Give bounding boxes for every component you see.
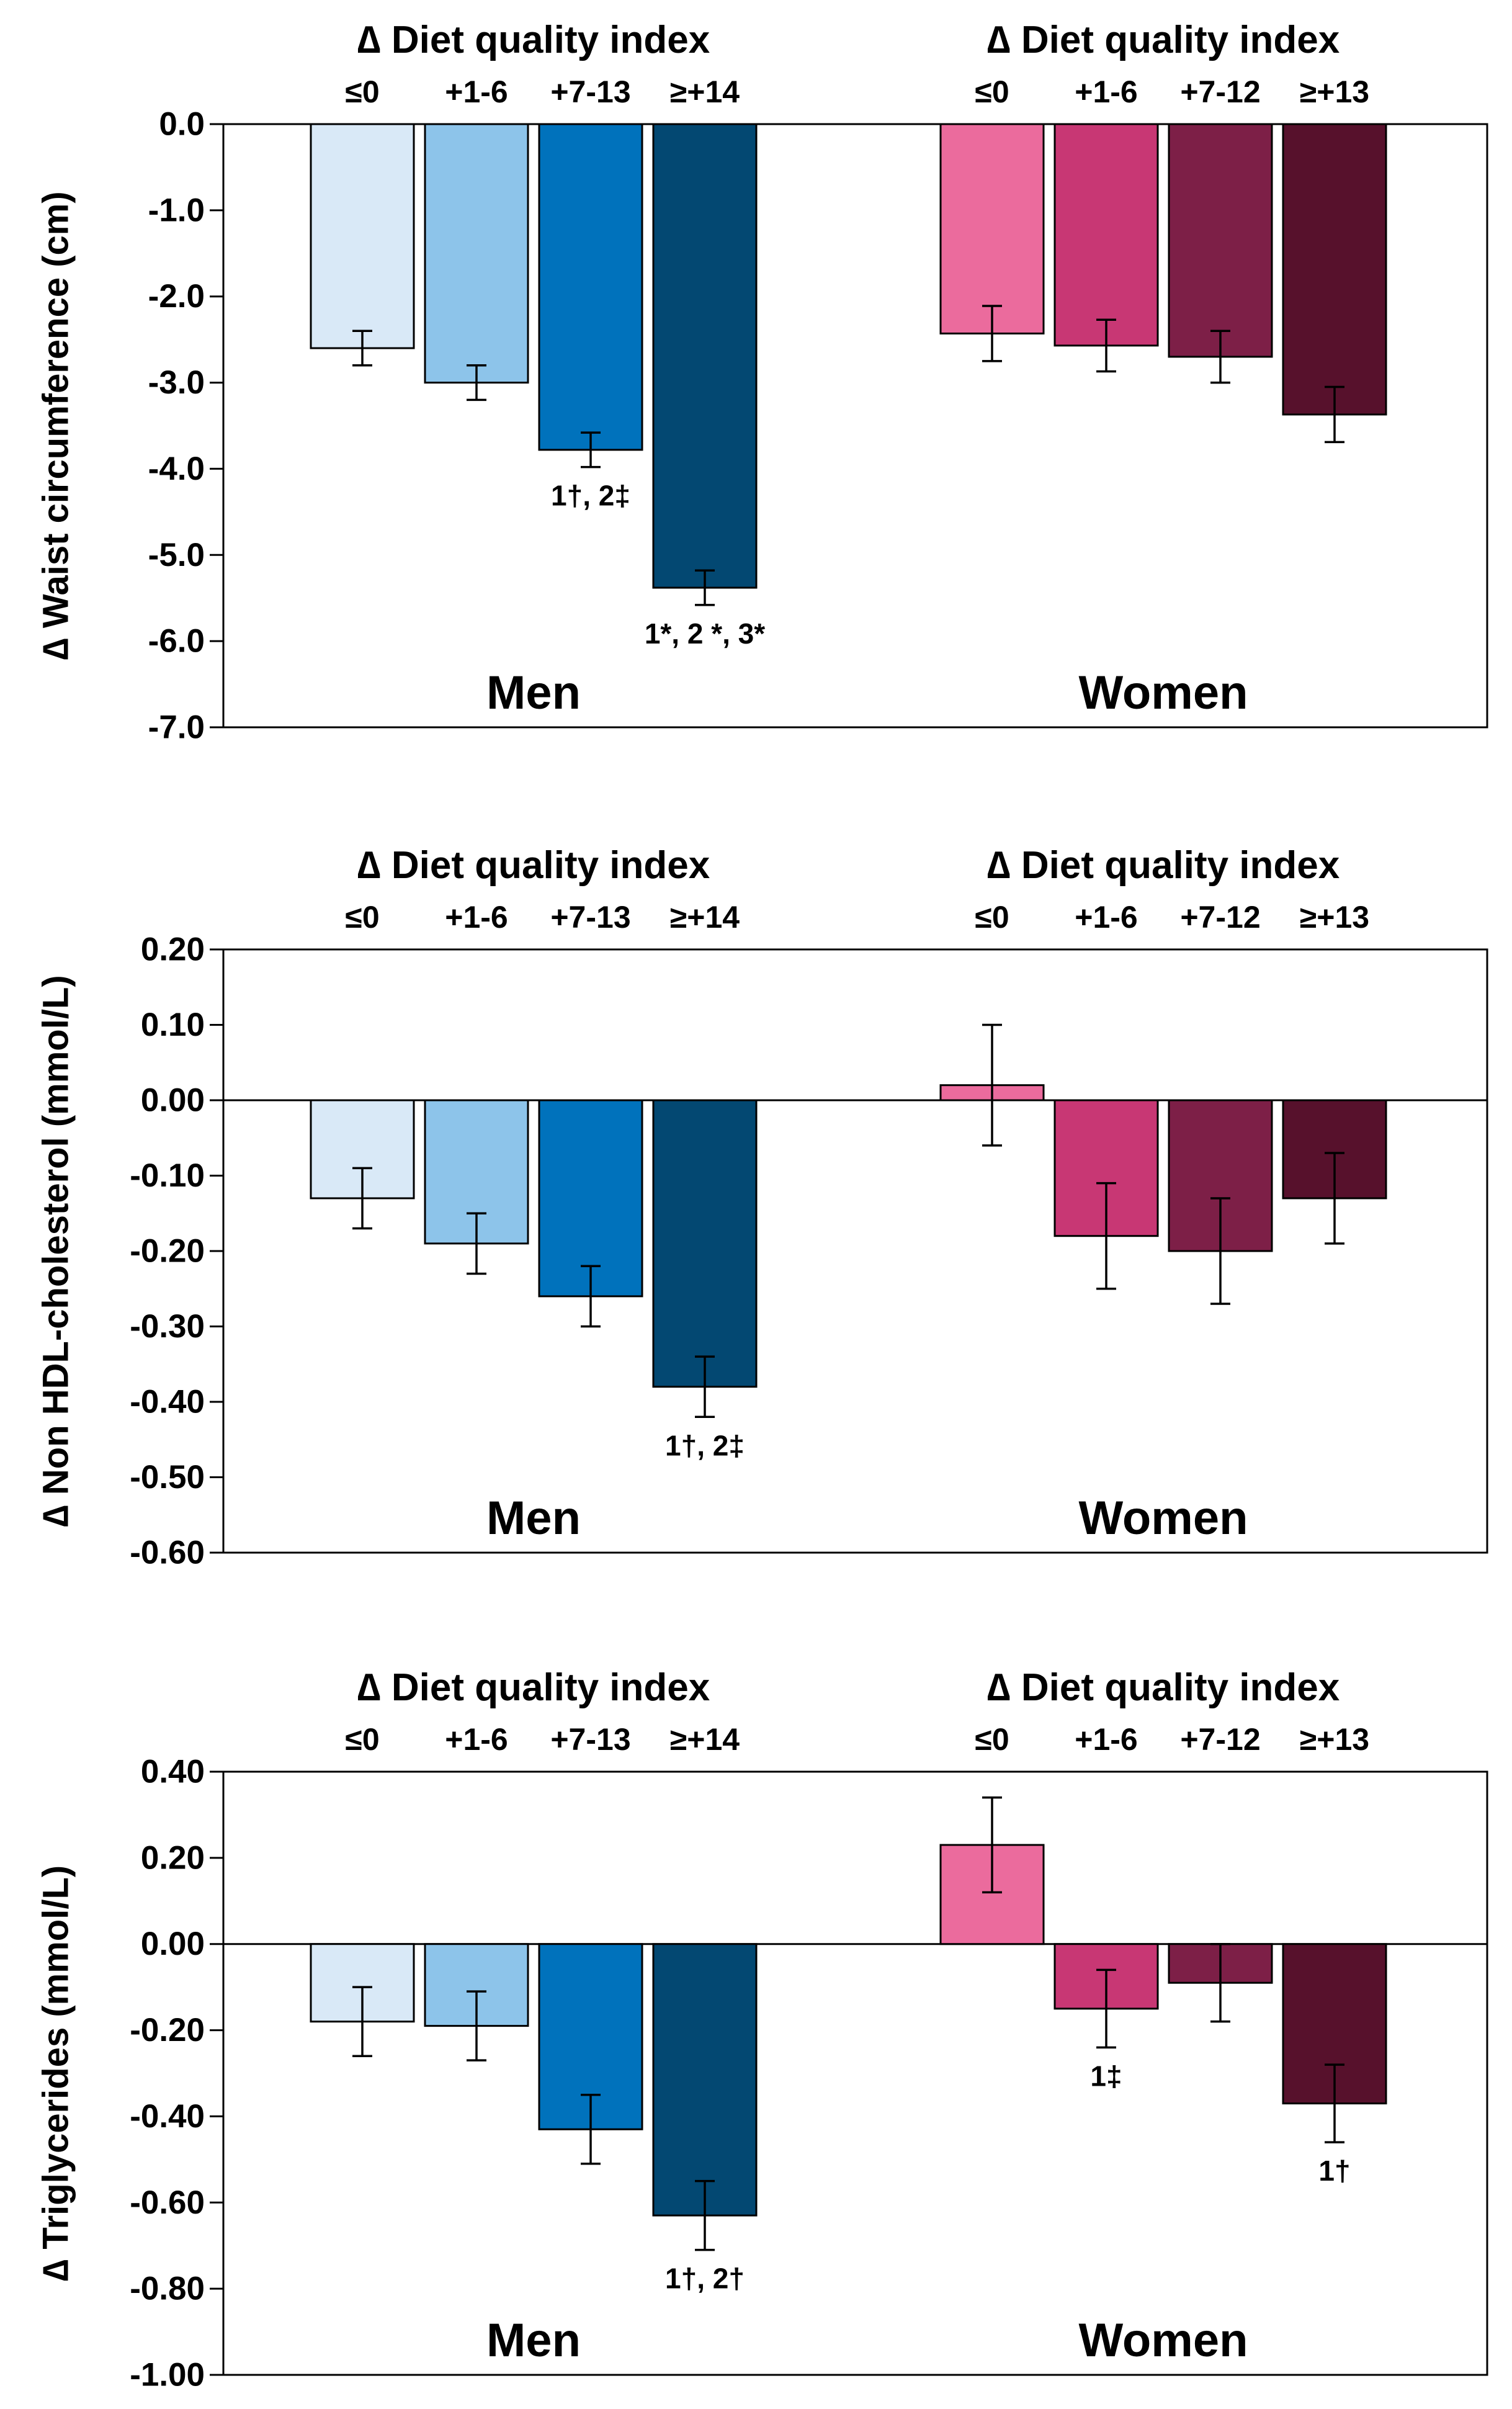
chart-panel-1: 0.0 -1.0 -2.0 -3.0 -4.0 -5.0 -6.0 -7.0 ∆ Waist c… [36,19,1488,746]
y-tick-label: 0.00 [141,1082,205,1119]
bar [1282,123,1387,416]
category-label: ≤0 [345,1722,379,1757]
y-tick-label: -0.20 [130,1233,205,1270]
y-tick-label: -7.0 [148,709,205,746]
category-label: +7-13 [550,74,630,109]
group-header: ∆ Diet quality index [987,1666,1340,1709]
plot-frame [222,1770,1488,2376]
category-label: +7-13 [550,900,630,935]
category-label: ≥+14 [670,74,740,109]
group-name-men: Men [486,666,581,719]
category-label: ≥+14 [670,900,740,935]
category-label: +1-6 [445,1722,508,1757]
bar [424,123,529,384]
category-label: ≤0 [975,1722,1009,1757]
group-header: ∆ Diet quality index [987,19,1340,61]
bar [1053,123,1159,347]
y-tick-label: -0.60 [130,1535,205,1571]
category-label: ≤0 [975,900,1009,935]
y-axis-label: ∆ Waist circumference (cm) [36,191,76,660]
y-tick-label: -4.0 [148,451,205,487]
chart-panel-3: 0.40 0.20 0.00 -0.20 -0.40 -0.60 -0.80 -1.00 ∆ T… [36,1666,1488,2393]
bar [538,1099,643,1298]
y-tick-label: -0.40 [130,2098,205,2135]
category-label: +1-6 [445,900,508,935]
significance-label: 1†, 2‡ [551,480,630,512]
bar [939,123,1045,334]
group-name-women: Women [1078,1492,1248,1545]
bar [652,1943,758,2217]
plot-frame [222,948,1488,1554]
y-tick-label: 0.40 [141,1754,205,1790]
group-header: ∆ Diet quality index [357,1666,710,1709]
y-tick-label: -0.20 [130,2012,205,2048]
bar [652,1099,758,1388]
y-tick-label: 0.00 [141,1926,205,1962]
category-label: ≥+14 [670,1722,740,1757]
y-tick-label: -1.0 [148,192,205,228]
y-tick-label: -0.50 [130,1459,205,1496]
y-tick-label: -0.10 [130,1157,205,1194]
group-header: ∆ Diet quality index [357,844,710,887]
category-label: ≥+13 [1300,74,1369,109]
y-tick-label: -0.40 [130,1384,205,1420]
significance-label: 1‡ [1090,2060,1122,2092]
y-tick-label: -6.0 [148,623,205,660]
group-name-men: Men [486,2314,581,2367]
significance-label: 1†, 2‡ [665,1429,745,1461]
bar [1168,123,1273,358]
y-tick-label: -2.0 [148,278,205,315]
category-label: ≥+13 [1300,900,1369,935]
y-tick-label: -0.60 [130,2184,205,2221]
group-header: ∆ Diet quality index [357,19,710,61]
y-tick-label: 0.20 [141,1839,205,1876]
significance-label: 1*, 2 *, 3* [645,617,765,650]
category-label: +7-12 [1180,1722,1260,1757]
y-tick-label: -0.80 [130,2271,205,2307]
category-label: ≤0 [975,74,1009,109]
significance-label: 1† [1318,2155,1350,2187]
category-label: +1-6 [1075,74,1137,109]
y-tick-label: 0.0 [159,106,205,143]
bar [310,123,415,349]
chart-panel-2: 0.20 0.10 0.00 -0.10 -0.20 -0.30 -0.40 -0.50 -0.… [36,844,1488,1571]
category-label: ≤0 [345,74,379,109]
y-tick-label: -3.0 [148,364,205,401]
y-tick-label: 0.10 [141,1007,205,1043]
y-axis-label: ∆ Triglycerides (mmol/L) [36,1865,76,2281]
category-label: +7-13 [550,1722,630,1757]
y-tick-label: -0.30 [130,1308,205,1345]
category-label: ≤0 [345,900,379,935]
category-label: ≥+13 [1300,1722,1369,1757]
category-label: +1-6 [445,74,508,109]
y-tick-label: -5.0 [148,537,205,573]
y-tick-label: 0.20 [141,931,205,968]
group-header: ∆ Diet quality index [987,844,1340,887]
group-name-women: Women [1078,666,1248,719]
y-tick-label: -1.00 [130,2357,205,2393]
group-name-men: Men [486,1492,581,1545]
significance-label: 1†, 2† [665,2263,745,2295]
category-label: +7-12 [1180,900,1260,935]
category-label: +1-6 [1075,1722,1137,1757]
bar [652,123,758,589]
bar [538,123,643,451]
group-name-women: Women [1078,2314,1248,2367]
category-label: +7-12 [1180,74,1260,109]
category-label: +1-6 [1075,900,1137,935]
y-axis-label: ∆ Non HDL-cholesterol (mmol/L) [36,975,76,1527]
